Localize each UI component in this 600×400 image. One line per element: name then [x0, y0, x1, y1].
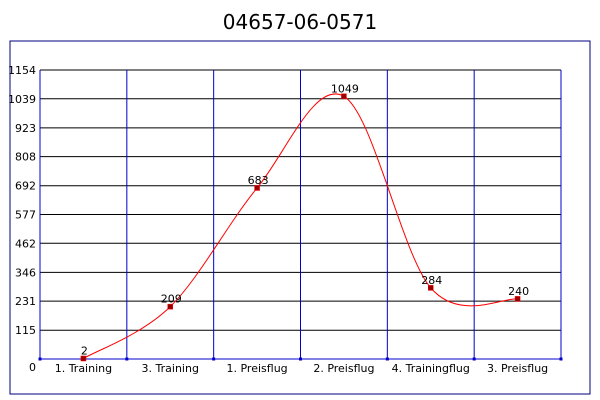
y-tick-label: 692: [15, 180, 36, 193]
data-point: [341, 93, 347, 100]
x-axis-marker: [299, 357, 302, 361]
y-tick-label: 346: [15, 266, 36, 279]
x-axis-marker: [385, 357, 389, 361]
data-points: [80, 93, 521, 362]
data-point: [428, 285, 434, 291]
grid: [38, 69, 563, 361]
x-tick-label: 3. Preisflug: [487, 362, 548, 375]
y-tick-label: 808: [15, 151, 36, 164]
y-tick-label: 462: [15, 237, 36, 250]
chart-frame: [9, 40, 591, 395]
x-tick-label: 1. Training: [55, 362, 112, 375]
data-point: [254, 185, 260, 191]
x-tick-label: 2. Preisflug: [313, 362, 374, 375]
data-label: 240: [508, 285, 529, 298]
y-tick-label: 1154: [8, 64, 36, 77]
data-point: [514, 296, 521, 302]
x-tick-label: 4. Trainingflug: [392, 362, 470, 375]
data-label: 209: [161, 293, 182, 306]
x-axis-marker: [472, 357, 476, 361]
x-axis-marker: [38, 357, 42, 361]
x-axis-ticks: 1. Training 3. Training 1. Preisflug 2. Pre…: [55, 362, 548, 375]
data-point: [80, 355, 87, 362]
data-label: 2: [81, 344, 88, 357]
y-tick-label: 115: [15, 324, 36, 337]
y-tick-label: 1039: [8, 93, 36, 106]
chart-title: 04657-06-0571: [223, 10, 377, 34]
y-tick-label: 231: [15, 295, 36, 308]
data-labels: 2 209 683 1049 284 240: [81, 82, 529, 357]
x-tick-label: 3. Training: [142, 362, 199, 375]
x-axis-marker: [559, 357, 563, 361]
x-tick-label: 1. Preisflug: [227, 362, 288, 375]
x-axis-marker: [212, 357, 216, 361]
x-axis-marker: [125, 357, 129, 361]
data-label: 683: [248, 174, 269, 187]
data-label: 284: [421, 274, 442, 287]
y-tick-label: 923: [15, 122, 36, 135]
y-tick-label: 577: [15, 209, 36, 222]
y-tick-label: 0: [29, 361, 36, 374]
data-label: 1049: [331, 82, 359, 95]
data-point: [167, 303, 173, 310]
y-axis-ticks: 0 115 231 346 462 577 692 808 923 1039 1154: [8, 64, 36, 374]
